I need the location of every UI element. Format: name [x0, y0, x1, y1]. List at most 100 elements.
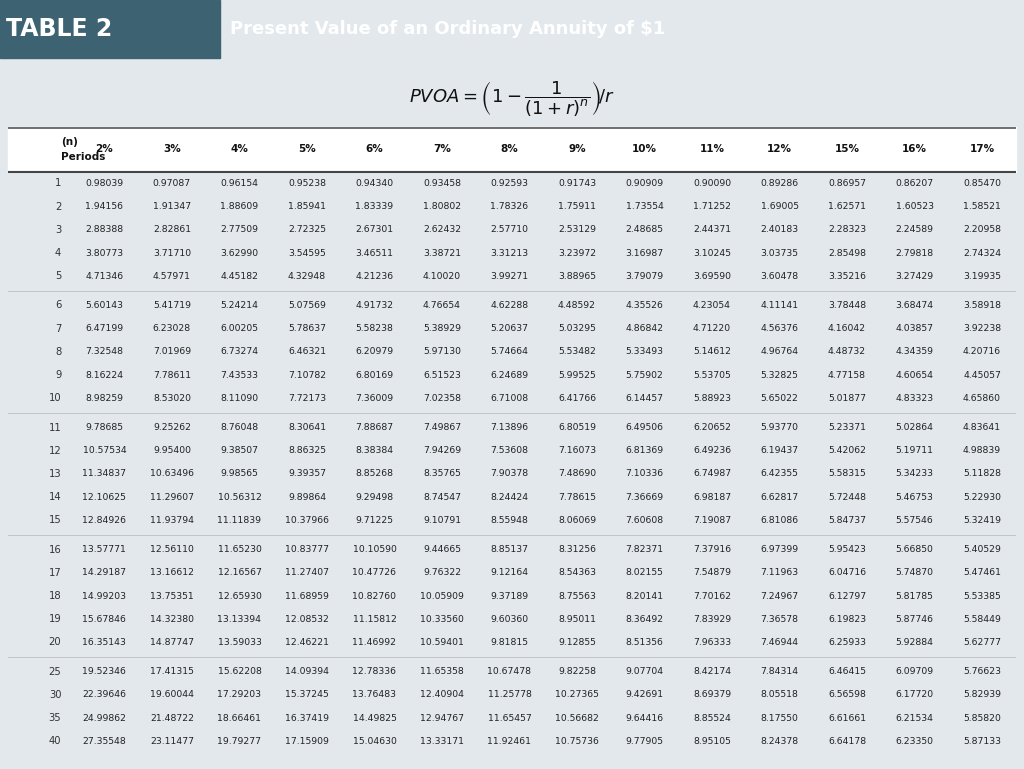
- Text: 17.29203: 17.29203: [217, 691, 261, 700]
- Text: 5.19711: 5.19711: [896, 446, 934, 455]
- Text: 0.95238: 0.95238: [288, 179, 326, 188]
- Text: 6.71008: 6.71008: [490, 394, 528, 403]
- Text: 7.37916: 7.37916: [693, 545, 731, 554]
- Text: 3.54595: 3.54595: [288, 248, 326, 258]
- Text: 6.17720: 6.17720: [895, 691, 934, 700]
- Text: 8.24378: 8.24378: [761, 737, 799, 746]
- Text: 1.69005: 1.69005: [761, 202, 799, 211]
- Text: 10.27365: 10.27365: [555, 691, 599, 700]
- Text: 6.80169: 6.80169: [355, 371, 393, 380]
- Text: 22.39646: 22.39646: [82, 691, 126, 700]
- Text: 5.22930: 5.22930: [963, 493, 1001, 501]
- Text: 3.71710: 3.71710: [153, 248, 191, 258]
- Text: 2.67301: 2.67301: [355, 225, 393, 235]
- Text: 12.40904: 12.40904: [420, 691, 464, 700]
- Text: 4.98839: 4.98839: [963, 446, 1001, 455]
- Text: 2.53129: 2.53129: [558, 225, 596, 235]
- Text: 8.53020: 8.53020: [153, 394, 190, 403]
- Text: 5.03295: 5.03295: [558, 325, 596, 333]
- Text: 6.19823: 6.19823: [828, 614, 866, 624]
- Text: 1.78326: 1.78326: [490, 202, 528, 211]
- Text: 10.63496: 10.63496: [150, 470, 194, 478]
- Text: 13.75351: 13.75351: [151, 591, 194, 601]
- Text: 9.89864: 9.89864: [288, 493, 326, 501]
- Text: 3.31213: 3.31213: [490, 248, 528, 258]
- Text: 4.20716: 4.20716: [963, 348, 1001, 356]
- Text: 5.65022: 5.65022: [761, 394, 799, 403]
- Text: 7.11963: 7.11963: [761, 568, 799, 578]
- Text: 2.88388: 2.88388: [85, 225, 124, 235]
- Text: 5: 5: [55, 271, 61, 281]
- Text: 19.52346: 19.52346: [83, 667, 126, 676]
- Text: 13: 13: [49, 469, 61, 479]
- Text: 8.95011: 8.95011: [558, 614, 596, 624]
- Text: 0.86957: 0.86957: [828, 179, 866, 188]
- Text: 5.24214: 5.24214: [220, 301, 258, 310]
- Text: 10.47726: 10.47726: [352, 568, 396, 578]
- Text: 3.92238: 3.92238: [963, 325, 1001, 333]
- Text: 5.97130: 5.97130: [423, 348, 461, 356]
- Text: 6.74987: 6.74987: [693, 470, 731, 478]
- Text: 0.94340: 0.94340: [355, 179, 393, 188]
- Text: 6.73274: 6.73274: [220, 348, 258, 356]
- Text: 17%: 17%: [970, 145, 994, 155]
- Text: 5.66850: 5.66850: [896, 545, 934, 554]
- Text: 1.94156: 1.94156: [85, 202, 124, 211]
- Text: 5.53482: 5.53482: [558, 348, 596, 356]
- Text: 7.53608: 7.53608: [490, 446, 528, 455]
- Text: $PVOA = \left(1 - \dfrac{1}{(1+r)^n}\right)\!/r$: $PVOA = \left(1 - \dfrac{1}{(1+r)^n}\rig…: [409, 78, 615, 118]
- Text: 9.82258: 9.82258: [558, 667, 596, 676]
- Text: 8: 8: [55, 347, 61, 357]
- Text: 10.56682: 10.56682: [555, 714, 599, 723]
- Text: 11.27407: 11.27407: [285, 568, 329, 578]
- Text: 2.20958: 2.20958: [963, 225, 1001, 235]
- Text: 12.84926: 12.84926: [82, 516, 126, 525]
- Text: 4.45182: 4.45182: [220, 271, 258, 281]
- Text: 3.19935: 3.19935: [963, 271, 1001, 281]
- Text: 6.46415: 6.46415: [828, 667, 866, 676]
- Text: 7.96333: 7.96333: [693, 638, 731, 647]
- Text: 2.40183: 2.40183: [761, 225, 799, 235]
- Text: 18.66461: 18.66461: [217, 714, 261, 723]
- Text: 8.69379: 8.69379: [693, 691, 731, 700]
- Text: 7.90378: 7.90378: [490, 470, 528, 478]
- Text: 6.25933: 6.25933: [828, 638, 866, 647]
- Text: 14.49825: 14.49825: [352, 714, 396, 723]
- Text: 4.62288: 4.62288: [490, 301, 528, 310]
- Text: 10.82760: 10.82760: [352, 591, 396, 601]
- Text: 7.54879: 7.54879: [693, 568, 731, 578]
- Text: 2.62432: 2.62432: [423, 225, 461, 235]
- Text: 9.76322: 9.76322: [423, 568, 461, 578]
- Text: 12.16567: 12.16567: [217, 568, 261, 578]
- Text: 7.02358: 7.02358: [423, 394, 461, 403]
- Text: 8.35765: 8.35765: [423, 470, 461, 478]
- Text: 7.83929: 7.83929: [693, 614, 731, 624]
- Text: 5.81785: 5.81785: [896, 591, 934, 601]
- Text: 5.84737: 5.84737: [828, 516, 866, 525]
- Text: 7.01969: 7.01969: [153, 348, 191, 356]
- Text: 6.14457: 6.14457: [626, 394, 664, 403]
- Text: 7.94269: 7.94269: [423, 446, 461, 455]
- Text: 6.62817: 6.62817: [761, 493, 799, 501]
- Text: 6.98187: 6.98187: [693, 493, 731, 501]
- Text: 0.90909: 0.90909: [626, 179, 664, 188]
- Text: 15.04630: 15.04630: [352, 737, 396, 746]
- Text: 4.32948: 4.32948: [288, 271, 326, 281]
- Text: 4.83323: 4.83323: [895, 394, 934, 403]
- Text: 21.48722: 21.48722: [150, 714, 194, 723]
- Text: 5.58238: 5.58238: [355, 325, 393, 333]
- Text: 10.56312: 10.56312: [217, 493, 261, 501]
- Text: 11.11839: 11.11839: [217, 516, 261, 525]
- Text: 6.09709: 6.09709: [895, 667, 934, 676]
- Text: 14.99203: 14.99203: [82, 591, 126, 601]
- Text: 8.42174: 8.42174: [693, 667, 731, 676]
- Text: 5.74870: 5.74870: [896, 568, 934, 578]
- Text: 6.42355: 6.42355: [761, 470, 799, 478]
- Text: 27.35548: 27.35548: [83, 737, 126, 746]
- Text: 5.14612: 5.14612: [693, 348, 731, 356]
- Text: 3.99271: 3.99271: [490, 271, 528, 281]
- Text: 7.24967: 7.24967: [761, 591, 799, 601]
- Text: 9.07704: 9.07704: [626, 667, 664, 676]
- Text: 5.53705: 5.53705: [693, 371, 731, 380]
- Text: 14.87747: 14.87747: [150, 638, 194, 647]
